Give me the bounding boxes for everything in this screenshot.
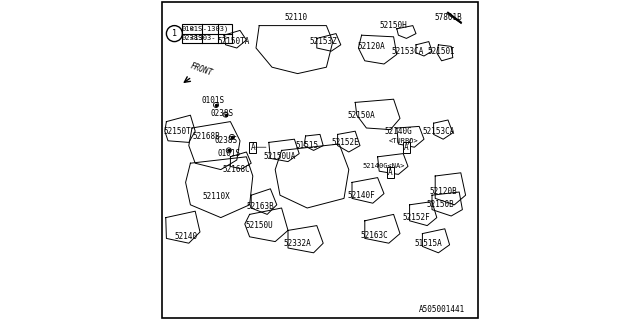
Text: 52140F: 52140F xyxy=(348,191,376,200)
Text: 0238S: 0238S xyxy=(211,109,234,118)
Text: 52150TA: 52150TA xyxy=(218,37,250,46)
Text: 52150T: 52150T xyxy=(164,127,191,136)
Circle shape xyxy=(223,112,228,117)
Text: 0238S: 0238S xyxy=(181,36,203,41)
Text: 52153Z: 52153Z xyxy=(309,37,337,46)
Text: 52152F: 52152F xyxy=(402,213,430,222)
Text: 52140G: 52140G xyxy=(385,127,412,136)
Text: 52150B: 52150B xyxy=(426,200,454,209)
Text: 52153CA: 52153CA xyxy=(392,47,424,56)
Text: 52110X: 52110X xyxy=(202,192,230,201)
Text: 0101S: 0101S xyxy=(201,96,225,105)
Text: 52120A: 52120A xyxy=(357,42,385,51)
Text: 0238S: 0238S xyxy=(214,136,237,145)
Text: 57801B: 57801B xyxy=(434,13,462,22)
Text: <TURBO>: <TURBO> xyxy=(388,138,418,144)
Text: A: A xyxy=(388,168,393,177)
Text: 52168C: 52168C xyxy=(223,165,251,174)
Circle shape xyxy=(230,134,235,140)
Text: FRONT: FRONT xyxy=(189,62,214,78)
Text: 52152E: 52152E xyxy=(332,138,360,147)
Text: 52163B: 52163B xyxy=(247,202,275,211)
Text: 52150H: 52150H xyxy=(380,21,408,30)
Text: 52140: 52140 xyxy=(174,232,197,241)
Text: 52150A: 52150A xyxy=(348,111,376,120)
Circle shape xyxy=(166,26,182,42)
Bar xyxy=(182,24,232,43)
Text: 52153CA: 52153CA xyxy=(422,127,454,136)
Text: <1303-  >: <1303- > xyxy=(189,36,228,41)
Text: 1: 1 xyxy=(172,29,177,38)
Text: 51515A: 51515A xyxy=(415,239,443,248)
Text: 52150U: 52150U xyxy=(245,221,273,230)
Text: 52150UA: 52150UA xyxy=(264,152,296,161)
Text: A: A xyxy=(404,143,409,152)
Text: A505001441: A505001441 xyxy=(419,305,466,314)
Text: 0101S: 0101S xyxy=(181,26,203,32)
Text: A: A xyxy=(250,143,255,152)
Text: 52150I: 52150I xyxy=(428,47,456,56)
Circle shape xyxy=(227,148,232,153)
Text: 51515: 51515 xyxy=(296,141,319,150)
Text: 52140G<NA>: 52140G<NA> xyxy=(363,164,405,169)
Text: 0101S: 0101S xyxy=(217,149,241,158)
Text: 52120B: 52120B xyxy=(429,188,457,196)
Text: 52168B: 52168B xyxy=(193,132,220,140)
Circle shape xyxy=(214,102,219,108)
Text: <  -1303): < -1303) xyxy=(189,26,228,32)
Text: 52332A: 52332A xyxy=(284,239,312,248)
Text: 52163C: 52163C xyxy=(360,231,388,240)
Text: 52110: 52110 xyxy=(284,13,308,22)
